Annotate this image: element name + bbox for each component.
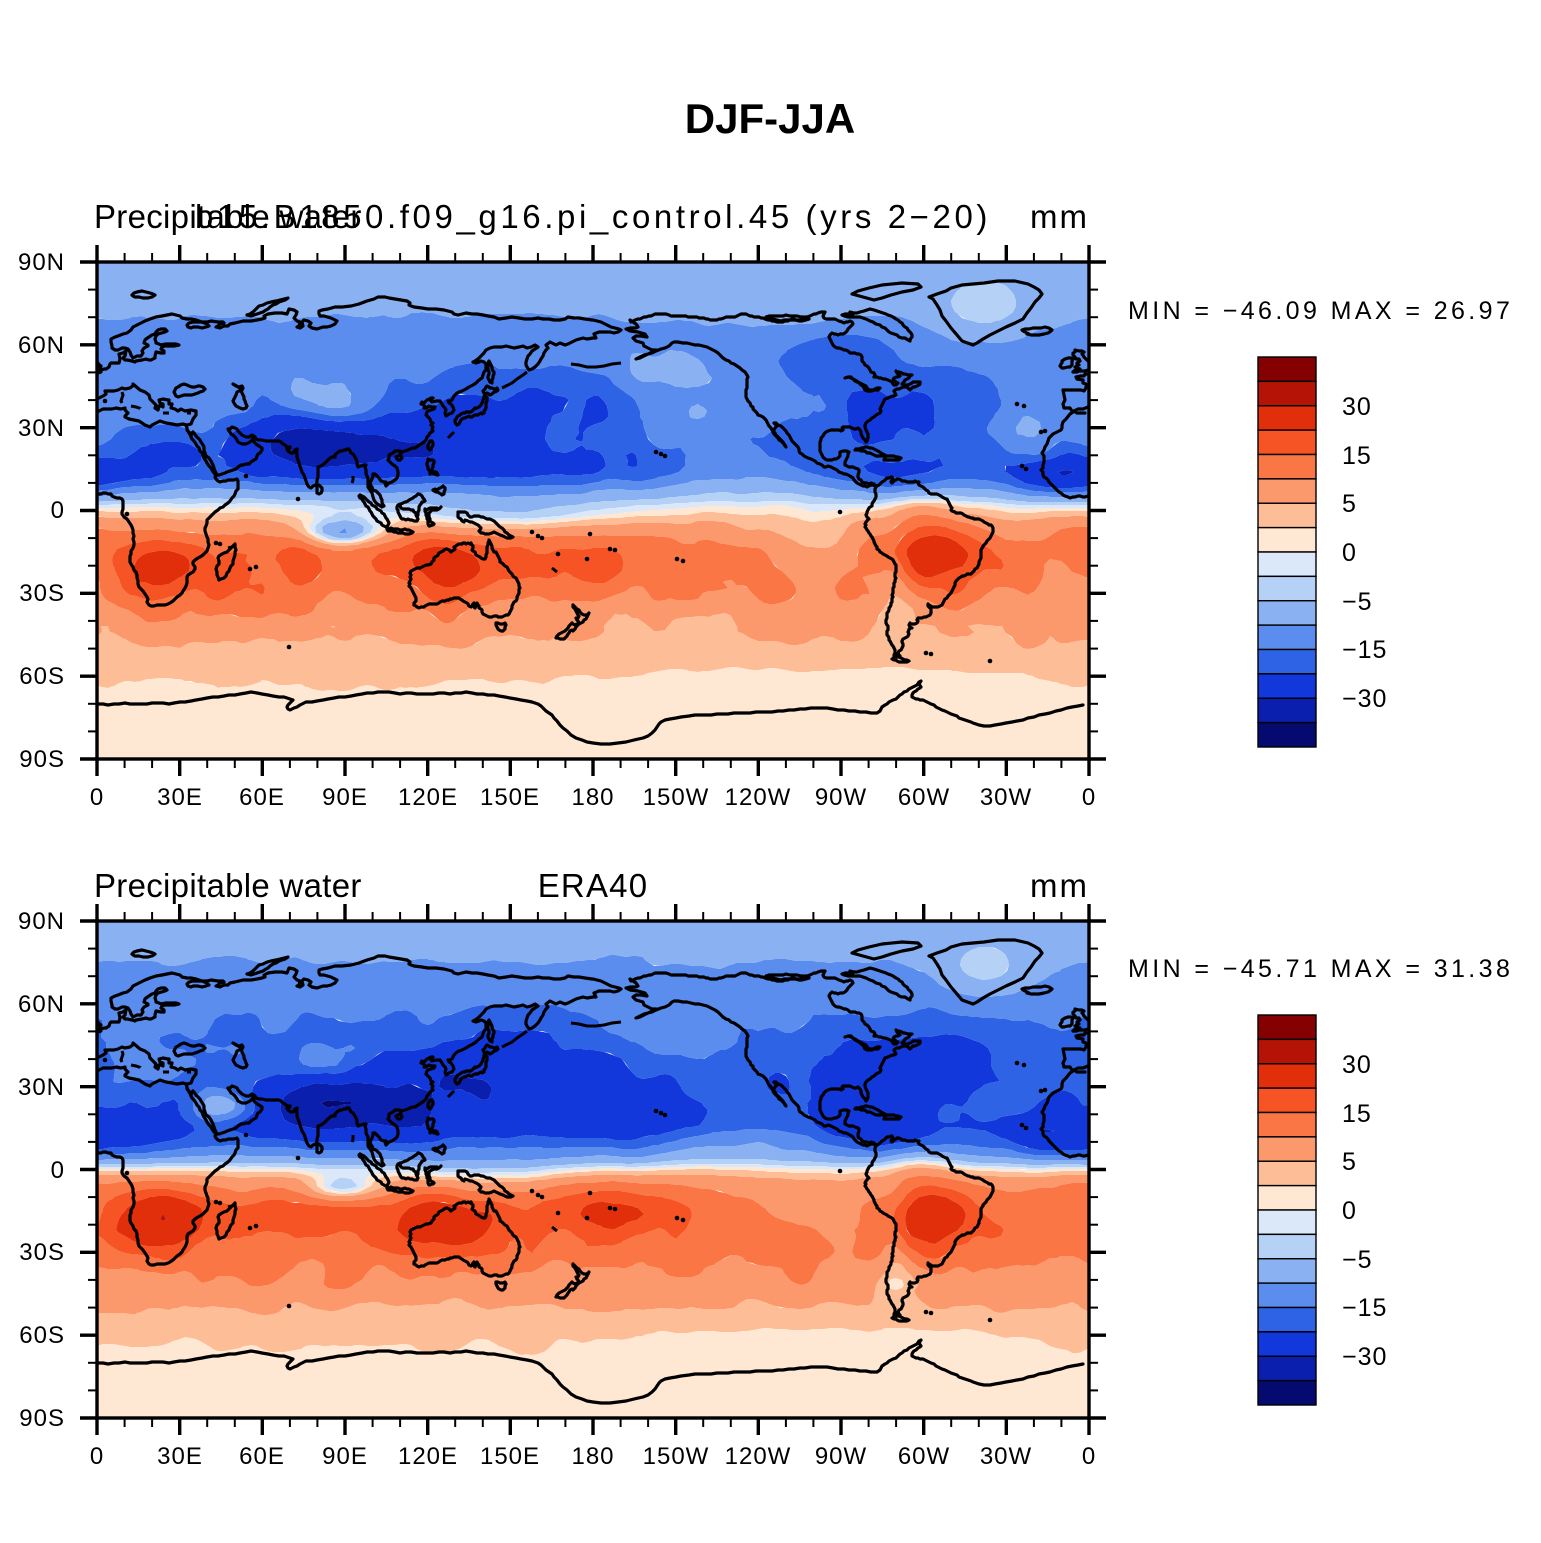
svg-text:30W: 30W bbox=[980, 1443, 1032, 1470]
svg-text:30: 30 bbox=[1342, 393, 1372, 421]
svg-text:0: 0 bbox=[1342, 539, 1357, 567]
svg-text:150E: 150E bbox=[480, 784, 540, 811]
svg-text:150W: 150W bbox=[643, 1443, 710, 1470]
svg-text:60W: 60W bbox=[898, 1443, 950, 1470]
svg-text:60S: 60S bbox=[19, 1322, 65, 1349]
svg-text:5: 5 bbox=[1342, 1148, 1357, 1176]
svg-text:15: 15 bbox=[1342, 442, 1372, 470]
svg-text:30W: 30W bbox=[980, 784, 1032, 811]
svg-text:MIN = −46.09 MAX = 26.97: MIN = −46.09 MAX = 26.97 bbox=[1128, 297, 1513, 325]
svg-text:60S: 60S bbox=[19, 663, 65, 690]
svg-text:60E: 60E bbox=[239, 784, 285, 811]
svg-text:−5: −5 bbox=[1342, 1246, 1373, 1274]
svg-text:b15.B1850.f09_g16.pi_control.4: b15.B1850.f09_g16.pi_control.45 (yrs 2−2… bbox=[195, 198, 991, 235]
svg-text:90E: 90E bbox=[322, 784, 368, 811]
svg-text:Precipitable water: Precipitable water bbox=[94, 198, 362, 235]
svg-text:150W: 150W bbox=[643, 784, 710, 811]
svg-text:−5: −5 bbox=[1342, 588, 1373, 616]
svg-text:0: 0 bbox=[1082, 784, 1096, 811]
svg-text:−15: −15 bbox=[1342, 636, 1387, 664]
svg-text:90N: 90N bbox=[18, 249, 65, 276]
svg-text:0: 0 bbox=[90, 784, 104, 811]
svg-text:DJF-JJA: DJF-JJA bbox=[685, 95, 855, 142]
svg-text:60N: 60N bbox=[18, 332, 65, 359]
svg-text:5: 5 bbox=[1342, 490, 1357, 518]
svg-text:30: 30 bbox=[1342, 1051, 1372, 1079]
svg-text:120E: 120E bbox=[398, 784, 458, 811]
svg-text:120W: 120W bbox=[725, 1443, 792, 1470]
svg-text:60N: 60N bbox=[18, 991, 65, 1018]
svg-text:−30: −30 bbox=[1342, 1343, 1387, 1371]
svg-text:30E: 30E bbox=[157, 784, 203, 811]
svg-text:0: 0 bbox=[90, 1443, 104, 1470]
svg-text:Precipitable water: Precipitable water bbox=[94, 867, 362, 904]
svg-text:−15: −15 bbox=[1342, 1294, 1387, 1322]
svg-text:0: 0 bbox=[1342, 1197, 1357, 1225]
svg-text:60E: 60E bbox=[239, 1443, 285, 1470]
svg-text:90E: 90E bbox=[322, 1443, 368, 1470]
svg-text:90W: 90W bbox=[815, 1443, 867, 1470]
svg-text:30E: 30E bbox=[157, 1443, 203, 1470]
svg-text:mm: mm bbox=[1030, 867, 1089, 904]
svg-text:120W: 120W bbox=[725, 784, 792, 811]
svg-text:30S: 30S bbox=[19, 580, 65, 607]
svg-text:90W: 90W bbox=[815, 784, 867, 811]
svg-text:90S: 90S bbox=[19, 746, 65, 773]
svg-text:MIN = −45.71 MAX = 31.38: MIN = −45.71 MAX = 31.38 bbox=[1128, 955, 1513, 983]
svg-text:150E: 150E bbox=[480, 1443, 540, 1470]
svg-text:0: 0 bbox=[1082, 1443, 1096, 1470]
svg-text:120E: 120E bbox=[398, 1443, 458, 1470]
svg-text:60W: 60W bbox=[898, 784, 950, 811]
svg-text:30N: 30N bbox=[18, 415, 65, 442]
svg-text:−30: −30 bbox=[1342, 685, 1387, 713]
svg-text:30S: 30S bbox=[19, 1239, 65, 1266]
svg-text:30N: 30N bbox=[18, 1074, 65, 1101]
svg-text:15: 15 bbox=[1342, 1100, 1372, 1128]
svg-text:ERA40: ERA40 bbox=[538, 867, 649, 904]
svg-text:mm: mm bbox=[1030, 198, 1089, 235]
svg-text:180: 180 bbox=[571, 1443, 614, 1470]
svg-text:0: 0 bbox=[51, 497, 65, 524]
svg-text:90N: 90N bbox=[18, 908, 65, 935]
svg-text:180: 180 bbox=[571, 784, 614, 811]
svg-text:90S: 90S bbox=[19, 1405, 65, 1432]
svg-text:0: 0 bbox=[51, 1157, 65, 1184]
